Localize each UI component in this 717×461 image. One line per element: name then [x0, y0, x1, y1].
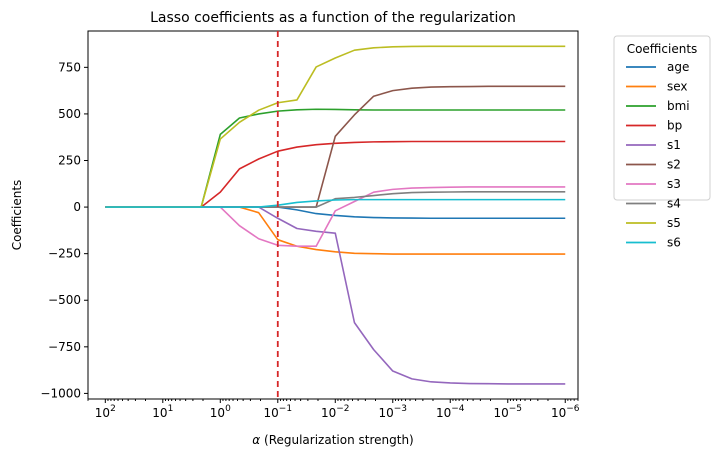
legend-label-s1: s1	[667, 138, 681, 152]
x-axis-label-text: (Regularization strength)	[264, 433, 414, 447]
legend-label-bp: bp	[667, 119, 682, 133]
y-tick-label: −750	[48, 340, 81, 354]
legend-items: age sex bmi bp s1 s2 s3 s4 s5 s6	[626, 60, 690, 250]
plot-area: 102 101 100 10−1 10−2 10−3 10−4 10−5 10−6 750 500…	[40, 30, 580, 420]
x-axis-label-symbol: α	[252, 433, 260, 447]
series-lines	[105, 45, 566, 385]
legend-title: Coefficients	[627, 42, 698, 56]
y-tick-label: −250	[48, 247, 81, 261]
x-tick-label: 100	[210, 404, 231, 420]
legend-label-s2: s2	[667, 158, 681, 172]
y-tick-label: −500	[48, 293, 81, 307]
x-axis-ticks: 102 101 100 10−1 10−2 10−3 10−4 10−5 10−6	[87, 399, 580, 420]
x-tick-label: 10−4	[436, 404, 465, 420]
legend-label-bmi: bmi	[667, 99, 690, 113]
x-tick-label: 10−6	[551, 404, 580, 420]
legend-label-age: age	[667, 60, 689, 74]
y-axis-ticks: 750 500 250 0 −250 −500 −750 −1000	[40, 60, 88, 400]
legend-label-s4: s4	[667, 197, 681, 211]
series-line-s5	[105, 45, 566, 208]
series-line-sex	[105, 206, 566, 255]
x-axis-label: α (Regularization strength)	[252, 433, 413, 447]
legend-label-sex: sex	[667, 80, 688, 94]
x-tick-label: 101	[152, 404, 173, 420]
y-tick-label: 750	[58, 60, 81, 74]
series-line-s6	[105, 198, 566, 208]
series-line-bp	[105, 140, 566, 208]
y-tick-label: 250	[58, 153, 81, 167]
legend-box	[613, 35, 711, 201]
chart-title: Lasso coefficients as a function of the …	[150, 10, 516, 26]
y-tick-label: −1000	[40, 386, 81, 400]
plot-frame	[87, 30, 579, 400]
series-line-s3	[105, 186, 566, 248]
x-tick-label: 10−1	[264, 404, 293, 420]
series-line-s1	[105, 206, 566, 385]
series-line-age	[105, 206, 566, 220]
legend: Coefficients age sex bmi bp s1 s2 s3 s4 s5 s6	[613, 35, 711, 250]
y-tick-label: 500	[58, 107, 81, 121]
x-tick-label: 10−2	[321, 404, 350, 420]
legend-label-s3: s3	[667, 177, 681, 191]
x-tick-label: 10−3	[378, 404, 407, 420]
legend-label-s6: s6	[667, 236, 681, 250]
x-tick-label: 102	[95, 404, 116, 420]
y-axis-label: Coefficients	[10, 180, 24, 251]
x-tick-label: 10−5	[493, 404, 522, 420]
y-tick-label: 0	[73, 200, 81, 214]
series-line-s2	[105, 85, 566, 208]
legend-label-s5: s5	[667, 216, 681, 230]
